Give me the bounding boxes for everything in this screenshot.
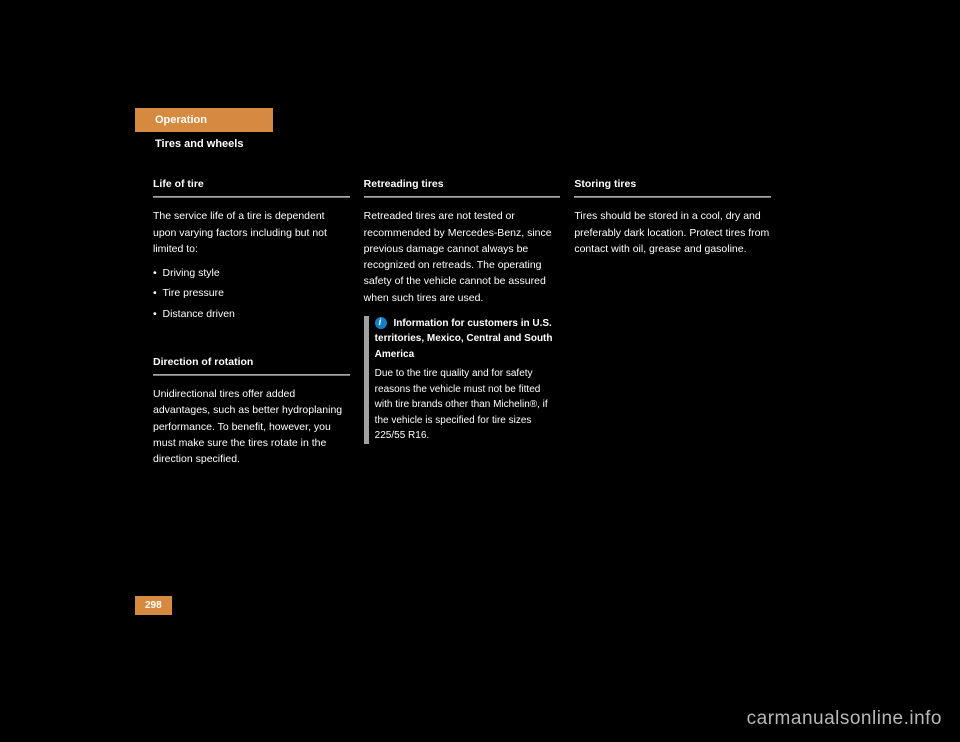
callout-content: Information for customers in U.S. territ… xyxy=(375,316,561,444)
page-subtitle: Tires and wheels xyxy=(155,138,243,150)
divider-rule xyxy=(153,374,350,376)
callout-title-row: Information for customers in U.S. territ… xyxy=(375,316,561,363)
list-item-text: Distance driven xyxy=(163,308,235,320)
list-item-text: Tire pressure xyxy=(163,287,224,299)
column-layout: Life of tire The service life of a tire … xyxy=(153,176,771,475)
column-2: Retreading tires Retreaded tires are not… xyxy=(364,176,561,475)
list-item: • Distance driven xyxy=(153,306,350,322)
page-number: 298 xyxy=(135,596,172,615)
col2-para: Retreaded tires are not tested or recomm… xyxy=(364,208,561,306)
main-content: Life of tire The service life of a tire … xyxy=(153,176,771,475)
col1-heading: Life of tire xyxy=(153,176,350,192)
info-icon xyxy=(375,317,387,329)
callout-bar xyxy=(364,316,369,444)
col2-heading: Retreading tires xyxy=(364,176,561,192)
section-tab-label: Operation xyxy=(155,114,207,126)
info-callout: Information for customers in U.S. territ… xyxy=(364,316,561,444)
col1-sub-heading: Direction of rotation xyxy=(153,354,350,370)
divider-rule xyxy=(364,196,561,198)
divider-rule xyxy=(574,196,771,198)
list-item: • Driving style xyxy=(153,265,350,281)
col3-heading: Storing tires xyxy=(574,176,771,192)
col1-para: The service life of a tire is dependent … xyxy=(153,208,350,257)
section-tab: Operation xyxy=(135,108,273,132)
column-1: Life of tire The service life of a tire … xyxy=(153,176,350,475)
manual-page: Operation Tires and wheels Life of tire … xyxy=(0,0,960,742)
col1-subsection: Direction of rotation Unidirectional tir… xyxy=(153,354,350,468)
list-item: • Tire pressure xyxy=(153,285,350,301)
col3-para: Tires should be stored in a cool, dry an… xyxy=(574,208,771,257)
column-3: Storing tires Tires should be stored in … xyxy=(574,176,771,475)
page-number-text: 298 xyxy=(145,600,162,611)
list-item-text: Driving style xyxy=(163,267,220,279)
watermark-text: carmanualsonline.info xyxy=(747,708,942,730)
col1-sub-para: Unidirectional tires offer added advanta… xyxy=(153,386,350,467)
col1-bullet-list: • Driving style • Tire pressure • Distan… xyxy=(153,265,350,322)
divider-rule xyxy=(153,196,350,198)
callout-title: Information for customers in U.S. territ… xyxy=(375,318,553,360)
callout-body: Due to the tire quality and for safety r… xyxy=(375,366,561,444)
